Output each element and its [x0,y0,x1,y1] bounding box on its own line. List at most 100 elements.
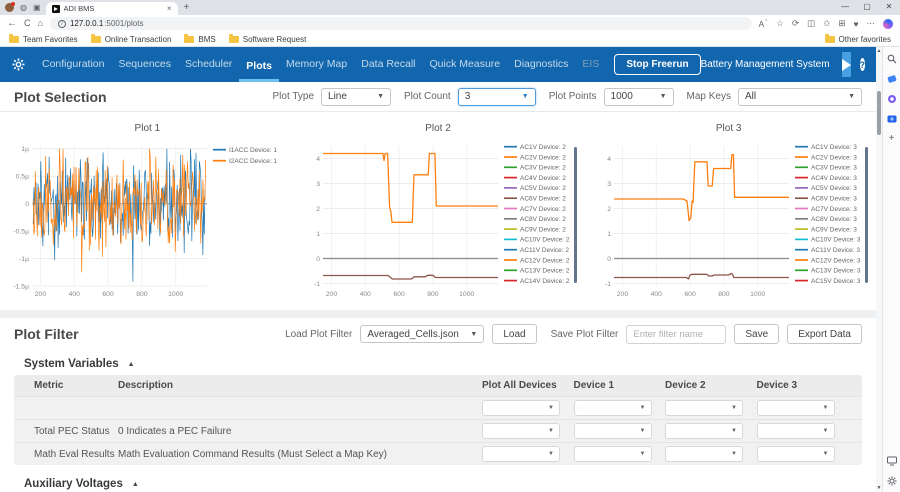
workspaces-icon[interactable]: ◍ [20,2,27,12]
tab-close-icon[interactable]: × [166,4,172,13]
legend-scrollbar[interactable] [864,147,868,283]
legend-item-ac1v-device-2[interactable]: AC1V Device: 2 [504,144,566,151]
nav-item-sequences[interactable]: Sequences [118,58,172,70]
nav-item-eis[interactable]: EIS [582,58,600,70]
legend-item-ac15v-device-3[interactable]: AC15V Device: 3 [794,278,861,285]
site-info-icon[interactable]: i [57,19,66,28]
close-button[interactable]: ✕ [885,2,893,11]
legend-scrollbar[interactable] [574,147,577,283]
legend-item-ac10v-device-3[interactable]: AC10V Device: 3 [794,237,861,244]
legend-item-ac13v-device-3[interactable]: AC13V Device: 3 [794,268,861,275]
device-select[interactable]: ▼ [573,423,652,439]
sidebar-search-icon[interactable] [886,53,897,64]
more-icon[interactable]: ⋯ [866,18,876,28]
device-select[interactable]: ▼ [482,400,560,416]
split-screen-icon[interactable]: ◫ [807,18,816,28]
legend-item-ac5v-device-2[interactable]: AC5V Device: 2 [504,185,566,192]
favorites-bar-icon[interactable]: ✩ [823,18,831,28]
sidebar-settings-icon[interactable] [886,475,897,486]
collections-icon[interactable]: ⊞ [838,18,846,28]
legend-item-ac10v-device-2[interactable]: AC10V Device: 2 [504,237,570,244]
legend-item-ac7v-device-3[interactable]: AC7V Device: 3 [794,206,857,213]
device-select[interactable]: ▼ [756,400,835,416]
bookmark-bms[interactable]: BMS [184,33,216,44]
nav-item-data-recall[interactable]: Data Recall [361,58,416,70]
scroll-down-icon[interactable]: ▼ [876,485,882,491]
legend-item-ac7v-device-2[interactable]: AC7V Device: 2 [504,206,566,213]
device-select[interactable]: ▼ [665,446,743,462]
plot-points-select[interactable]: 1000 ▼ [603,87,674,106]
device-select[interactable]: ▼ [482,446,560,462]
history-icon[interactable]: ⟳ [792,18,800,28]
save-button[interactable]: Save [734,324,780,344]
sidebar-tag-icon[interactable] [886,73,897,84]
bookmark-online-transaction[interactable]: Online Transaction [90,33,171,44]
legend-item-ac5v-device-3[interactable]: AC5V Device: 3 [794,185,857,192]
home-icon[interactable]: ⌂ [37,18,43,28]
legend-item-ac4v-device-2[interactable]: AC4V Device: 2 [504,175,566,182]
bookmark-team-favorites[interactable]: Team Favorites [9,33,78,44]
sidebar-m365-icon[interactable] [886,113,897,124]
profile-avatar[interactable] [5,2,15,12]
legend-item-ac2v-device-3[interactable]: AC2V Device: 3 [794,154,857,161]
add-favorite-icon[interactable]: ☆ [776,18,785,28]
bookmark-software-request[interactable]: Software Request [228,33,306,44]
device-select[interactable]: ▼ [756,446,835,462]
nav-item-quick-measure[interactable]: Quick Measure [429,58,501,70]
refresh-icon[interactable]: C [24,18,31,28]
run-button[interactable] [841,52,851,77]
stop-freerun-button[interactable]: Stop Freerun [614,54,701,75]
legend-item-ac14v-device-2[interactable]: AC14V Device: 2 [504,278,570,285]
legend-item-ac2v-device-2[interactable]: AC2V Device: 2 [504,154,566,161]
legend-item-ac12v-device-3[interactable]: AC12V Device: 3 [794,257,861,264]
legend-item-ac11v-device-2[interactable]: AC11V Device: 2 [504,247,569,254]
device-select[interactable]: ▼ [573,446,652,462]
copilot-icon[interactable] [883,18,893,29]
sidebar-screenshot-icon[interactable] [886,455,897,466]
back-icon[interactable]: ← [7,17,17,29]
scroll-up-icon[interactable]: ▲ [876,48,882,54]
load-button[interactable]: Load [492,324,537,344]
sidebar-designer-icon[interactable] [886,93,897,104]
export-data-button[interactable]: Export Data [787,324,862,344]
legend-item-ac13v-device-2[interactable]: AC13V Device: 2 [504,268,570,275]
collapse-icon[interactable]: ▲ [131,480,139,488]
scrollbar-thumb[interactable] [877,91,881,135]
legend-item-ac4v-device-3[interactable]: AC4V Device: 3 [794,175,857,182]
maximize-button[interactable]: ▢ [863,2,871,11]
legend-item-ac9v-device-2[interactable]: AC9V Device: 2 [504,226,566,233]
legend-item-ac3v-device-2[interactable]: AC3V Device: 2 [504,165,566,172]
nav-item-configuration[interactable]: Configuration [42,58,105,70]
legend-item-ac12v-device-2[interactable]: AC12V Device: 2 [504,257,570,264]
nav-item-scheduler[interactable]: Scheduler [185,58,233,70]
legend-item-i1acc-device-1[interactable]: I1ACC Device: 1 [213,147,278,154]
map-keys-select[interactable]: All ▼ [738,87,862,106]
nav-item-memory-map[interactable]: Memory Map [285,58,348,70]
device-select[interactable]: ▼ [665,423,743,439]
plot-count-select[interactable]: 3 ▼ [457,87,536,106]
browser-tab[interactable]: ADI BMS × [45,2,178,15]
help-icon[interactable]: ? [859,58,866,71]
read-aloud-icon[interactable]: A⌃ [758,18,769,29]
collapse-icon[interactable]: ▲ [127,360,135,368]
load-filter-select[interactable]: Averaged_Cells.json ▼ [360,325,485,343]
nav-item-diagnostics[interactable]: Diagnostics [514,58,569,70]
device-select[interactable]: ▼ [482,423,560,439]
sidebar-add-icon[interactable]: + [888,133,895,144]
legend-item-i2acc-device-1[interactable]: I2ACC Device: 1 [213,158,278,165]
page-scrollbar[interactable]: ▲ ▼ [876,47,882,492]
legend-item-ac1v-device-3[interactable]: AC1V Device: 3 [794,144,857,151]
minimize-button[interactable]: — [841,2,849,11]
tab-actions-icon[interactable]: ▣ [32,2,41,12]
device-select[interactable]: ▼ [665,400,743,416]
settings-gear-icon[interactable] [12,58,25,71]
legend-item-ac8v-device-3[interactable]: AC8V Device: 3 [794,216,857,223]
nav-item-plots[interactable]: Plots [239,47,279,82]
legend-item-ac3v-device-3[interactable]: AC3V Device: 3 [794,165,857,172]
new-tab-button[interactable]: + [183,2,190,13]
device-select[interactable]: ▼ [573,400,652,416]
address-bar[interactable]: i 127.0.0.1:5001/plots [49,17,752,30]
legend-item-ac8v-device-2[interactable]: AC8V Device: 2 [504,216,566,223]
other-favorites[interactable]: Other favorites [824,33,891,44]
filter-name-input[interactable] [626,324,727,344]
